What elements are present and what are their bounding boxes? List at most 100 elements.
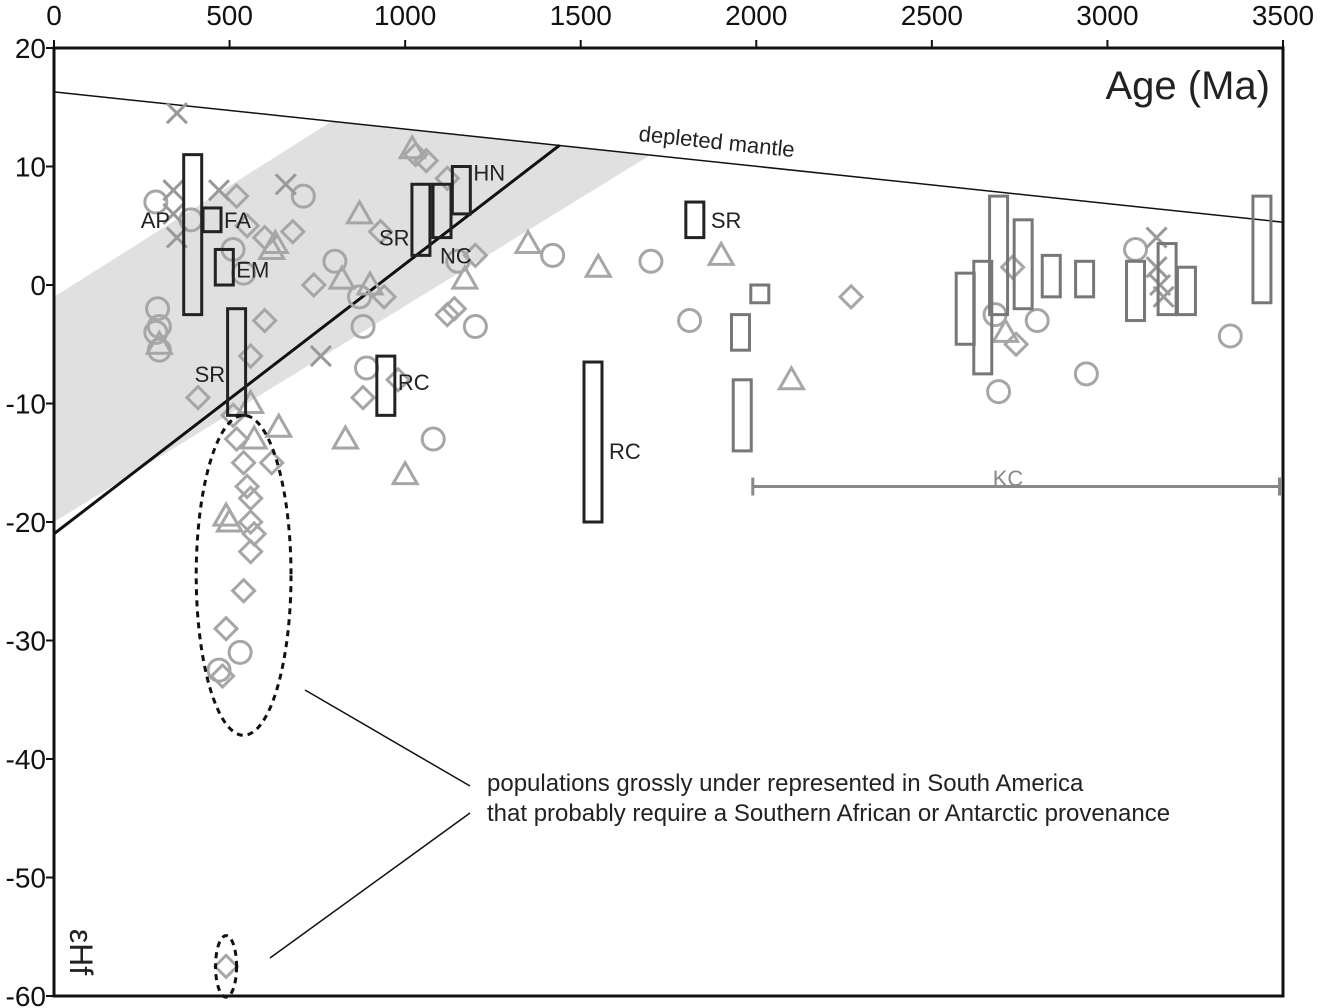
- reference-lines-layer: [53, 91, 1284, 536]
- range-box: [375, 354, 397, 417]
- diamond-point: [237, 342, 264, 370]
- circle-point: [206, 657, 232, 683]
- diamond-point: [367, 218, 394, 245]
- diamond-point: [384, 366, 412, 393]
- triangle-point: [264, 412, 294, 438]
- kc-bracket-label: KC: [993, 466, 1024, 491]
- diamond-point: [300, 271, 327, 299]
- highlight-ellipse: [194, 413, 293, 737]
- triangle-point: [706, 240, 736, 266]
- range-box: [972, 259, 994, 376]
- diamond-point: [237, 508, 264, 536]
- axes-frame-layer: 0 500 1000 1500 2000 2500 3000 3500 20 10 0 -10 -20 -…: [6, 0, 1315, 1008]
- circle-point: [143, 319, 169, 345]
- diamond-point: [237, 538, 264, 565]
- diamond-point: [237, 485, 264, 512]
- triangle-point: [355, 269, 385, 296]
- range-box-label: RC: [398, 370, 430, 395]
- circle-point: [322, 248, 348, 274]
- evolution-line: [53, 143, 561, 536]
- triangle-point: [583, 252, 613, 278]
- triangle-point: [776, 364, 806, 391]
- range-box: [988, 194, 1010, 317]
- cross-point: [274, 173, 297, 196]
- diamond-point: [251, 224, 278, 251]
- highlight-ellipse: [214, 934, 239, 999]
- circle-point: [638, 248, 664, 274]
- range-box: [182, 153, 204, 317]
- diamond-point: [434, 301, 461, 328]
- triangle-point: [513, 228, 543, 255]
- range-box: [1074, 259, 1096, 299]
- x-tick-label: 500: [206, 0, 253, 31]
- x-tick-label: 1000: [374, 0, 436, 31]
- diamond-point: [219, 402, 247, 429]
- range-box: [729, 313, 751, 352]
- diamond-point: [349, 384, 377, 411]
- range-box-label: SR: [195, 362, 226, 387]
- range-box: [450, 165, 472, 216]
- leader-line: [304, 689, 471, 787]
- triangle-point: [344, 198, 375, 225]
- circle-point: [540, 242, 566, 268]
- depleted-mantle-line: [53, 91, 1284, 223]
- triangle-point: [327, 264, 357, 290]
- circle-point: [420, 426, 446, 452]
- range-box-label: SR: [711, 208, 742, 233]
- triangle-point: [390, 459, 420, 486]
- triangle-point: [330, 424, 361, 450]
- annotation-line-2: that probably require a Southern African…: [487, 800, 1170, 827]
- y-tick-label: -40: [6, 744, 46, 775]
- x-tick-label: 1500: [550, 0, 612, 31]
- triangle-point: [450, 264, 480, 290]
- circle-point: [1024, 308, 1050, 334]
- y-tick-label: -50: [6, 863, 46, 894]
- y-tick-label: -10: [6, 389, 46, 420]
- annotation-line-1: populations grossly under represented in…: [487, 770, 1084, 797]
- diamond-point: [434, 165, 461, 192]
- range-box: [1125, 259, 1147, 323]
- triangle-point: [214, 506, 245, 533]
- annotation-layer: [194, 413, 1281, 999]
- range-box-label: FA: [224, 208, 251, 233]
- circle-point: [986, 379, 1012, 405]
- circle-point: [145, 296, 171, 322]
- diamond-point: [370, 283, 398, 310]
- cross-point: [207, 179, 231, 202]
- diamond-point: [230, 577, 257, 604]
- diamond-point: [251, 307, 278, 334]
- circle-point: [1217, 323, 1243, 349]
- diamond-point: [837, 283, 865, 310]
- kc-bracket: [751, 477, 1281, 496]
- diamond-point: [462, 242, 489, 269]
- circle-point: [354, 355, 380, 381]
- range-box: [1251, 194, 1273, 305]
- range-box-label: EM: [236, 258, 269, 283]
- diamond-point: [258, 449, 285, 476]
- cross-point: [1145, 256, 1168, 279]
- range-box: [582, 360, 604, 524]
- range-box-label: AP: [141, 208, 170, 233]
- range-box: [1040, 253, 1062, 299]
- circle-point: [227, 639, 253, 665]
- diamond-point: [999, 254, 1026, 281]
- range-box-label: HN: [473, 160, 505, 185]
- cross-point: [165, 102, 188, 125]
- diamond-point: [212, 953, 240, 980]
- diamond-point: [184, 384, 212, 411]
- circle-point: [462, 313, 488, 339]
- y-tick-label: 20: [15, 33, 46, 64]
- range-box: [684, 200, 706, 240]
- y-tick-label: -60: [6, 981, 46, 1008]
- cross-point: [309, 345, 332, 368]
- leader-line: [269, 812, 471, 959]
- range-box: [1175, 265, 1197, 317]
- diamond-point: [209, 662, 236, 690]
- range-box: [201, 206, 223, 234]
- cross-point: [162, 179, 185, 202]
- range-box: [226, 307, 248, 417]
- range-box-label: SR: [379, 226, 410, 251]
- circle-point: [290, 183, 316, 209]
- circle-point: [1073, 361, 1099, 387]
